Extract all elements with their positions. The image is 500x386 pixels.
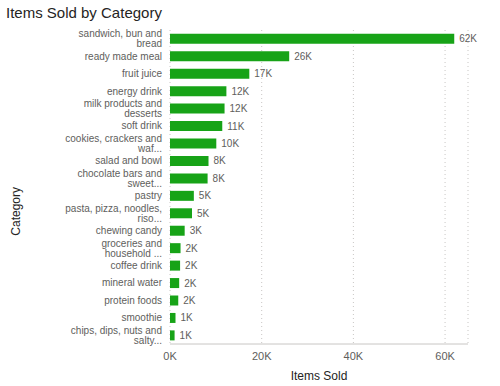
svg-text:Category: Category	[9, 187, 23, 236]
svg-text:62K: 62K	[459, 33, 477, 44]
svg-text:energy drink: energy drink	[107, 86, 163, 97]
svg-text:12K: 12K	[230, 103, 248, 114]
svg-text:0K: 0K	[163, 350, 177, 362]
html-text:Items Sold by Category: Items Sold by Category	[6, 4, 162, 21]
svg-text:12K: 12K	[231, 86, 249, 97]
svg-text:5K: 5K	[199, 190, 212, 201]
svg-text:chips, dips, nuts andsalty...: chips, dips, nuts andsalty...	[71, 325, 162, 346]
svg-text:20K: 20K	[252, 350, 272, 362]
svg-text:cookies, crackers andwaf...: cookies, crackers andwaf...	[65, 133, 162, 154]
svg-text:1K: 1K	[180, 330, 193, 341]
svg-text:2K: 2K	[184, 278, 197, 289]
svg-text:groceries andhousehold ...: groceries andhousehold ...	[101, 238, 162, 259]
svg-text:protein foods: protein foods	[104, 295, 162, 306]
svg-text:3K: 3K	[190, 225, 203, 236]
svg-text:1K: 1K	[181, 312, 194, 323]
svg-text:2K: 2K	[183, 295, 196, 306]
svg-text:sandwich, bun andbread: sandwich, bun andbread	[79, 28, 162, 49]
svg-text:chocolate bars andsweet...: chocolate bars andsweet...	[77, 168, 162, 189]
svg-text:coffee drink: coffee drink	[110, 260, 163, 271]
svg-text:60K: 60K	[435, 350, 455, 362]
svg-text:40K: 40K	[344, 350, 364, 362]
svg-text:8K: 8K	[213, 173, 226, 184]
svg-text:pastry: pastry	[135, 190, 162, 201]
svg-text:Items Sold: Items Sold	[291, 369, 348, 383]
svg-text:chewing candy: chewing candy	[96, 225, 162, 236]
svg-text:5K: 5K	[197, 208, 210, 219]
svg-text:smoothie: smoothie	[121, 312, 162, 323]
svg-text:mineral water: mineral water	[102, 277, 163, 288]
svg-text:salad and bowl: salad and bowl	[95, 155, 162, 166]
svg-text:10K: 10K	[221, 138, 239, 149]
svg-text:2K: 2K	[185, 260, 198, 271]
svg-text:fruit juice: fruit juice	[122, 68, 162, 79]
svg-text:ready made meal: ready made meal	[85, 51, 162, 62]
svg-text:soft drink: soft drink	[121, 120, 163, 131]
svg-text:26K: 26K	[294, 51, 312, 62]
svg-text:2K: 2K	[186, 243, 199, 254]
svg-text:milk products anddesserts: milk products anddesserts	[84, 98, 162, 119]
svg-text:11K: 11K	[227, 121, 244, 132]
svg-text:17K: 17K	[254, 68, 272, 79]
svg-text:8K: 8K	[214, 155, 227, 166]
svg-text:pasta, pizza, noodles,riso...: pasta, pizza, noodles,riso...	[65, 203, 162, 224]
